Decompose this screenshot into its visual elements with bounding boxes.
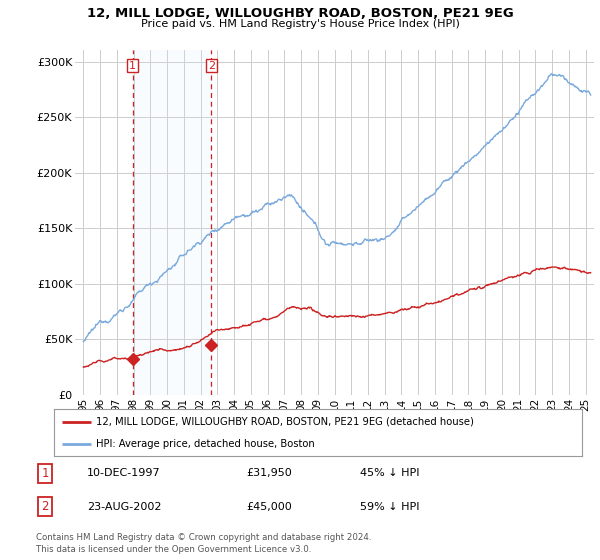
Text: 12, MILL LODGE, WILLOUGHBY ROAD, BOSTON, PE21 9EG (detached house): 12, MILL LODGE, WILLOUGHBY ROAD, BOSTON,… xyxy=(96,417,474,427)
Text: 23-AUG-2002: 23-AUG-2002 xyxy=(87,502,161,512)
Text: 12, MILL LODGE, WILLOUGHBY ROAD, BOSTON, PE21 9EG: 12, MILL LODGE, WILLOUGHBY ROAD, BOSTON,… xyxy=(86,7,514,20)
Bar xyxy=(133,50,211,395)
Text: HPI: Average price, detached house, Boston: HPI: Average price, detached house, Bost… xyxy=(96,438,315,449)
Text: 1: 1 xyxy=(129,60,136,71)
Text: 2: 2 xyxy=(41,500,49,514)
Text: £31,950: £31,950 xyxy=(246,468,292,478)
Text: 59% ↓ HPI: 59% ↓ HPI xyxy=(360,502,419,512)
Text: 10-DEC-1997: 10-DEC-1997 xyxy=(87,468,161,478)
Text: 1: 1 xyxy=(41,466,49,480)
Text: Price paid vs. HM Land Registry's House Price Index (HPI): Price paid vs. HM Land Registry's House … xyxy=(140,19,460,29)
Text: Contains HM Land Registry data © Crown copyright and database right 2024.
This d: Contains HM Land Registry data © Crown c… xyxy=(36,533,371,554)
Text: £45,000: £45,000 xyxy=(246,502,292,512)
Text: 45% ↓ HPI: 45% ↓ HPI xyxy=(360,468,419,478)
Text: 2: 2 xyxy=(208,60,215,71)
